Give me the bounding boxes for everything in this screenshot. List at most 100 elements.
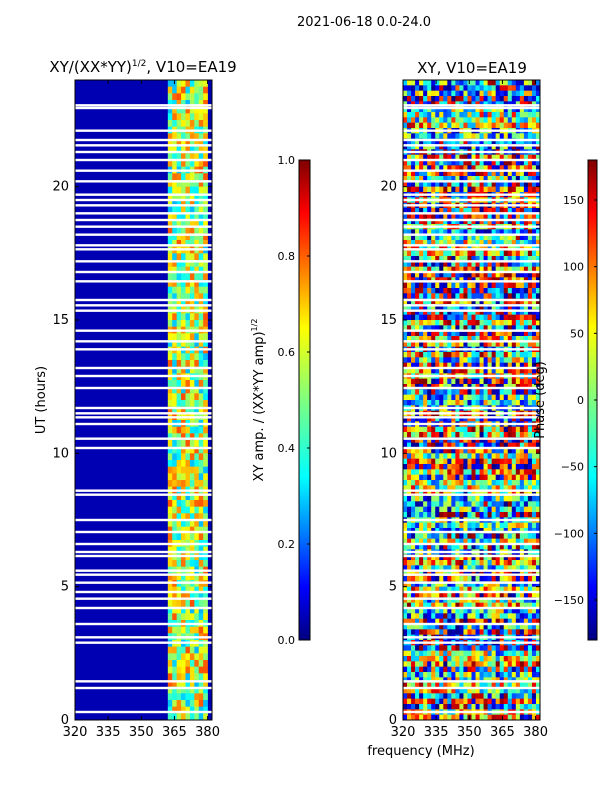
amplitude-cell bbox=[168, 380, 173, 387]
phase-cell bbox=[532, 112, 536, 118]
phase-cell bbox=[472, 379, 476, 385]
phase-cell bbox=[472, 469, 476, 475]
amplitude-cell bbox=[185, 500, 190, 507]
amplitude-cell bbox=[168, 473, 173, 480]
phase-cell bbox=[411, 656, 415, 662]
phase-cell bbox=[488, 91, 492, 97]
phase-cell bbox=[467, 469, 471, 475]
phase-cell bbox=[520, 85, 524, 91]
phase-cell bbox=[476, 80, 480, 86]
phase-cell bbox=[415, 379, 419, 385]
phase-cell bbox=[504, 693, 508, 699]
amplitude-gap-row bbox=[75, 104, 212, 106]
phase-cell bbox=[472, 395, 476, 401]
phase-cell bbox=[403, 187, 407, 193]
phase-cell bbox=[411, 395, 415, 401]
phase-cell bbox=[504, 117, 508, 123]
phase-cell bbox=[528, 91, 532, 97]
phase-cell bbox=[496, 395, 500, 401]
phase-cell bbox=[419, 395, 423, 401]
phase-cell bbox=[407, 475, 411, 481]
amplitude-cell bbox=[185, 380, 190, 387]
phase-cell bbox=[463, 512, 467, 518]
phase-cell bbox=[472, 560, 476, 566]
phase-cell bbox=[496, 464, 500, 470]
phase-cell bbox=[500, 704, 504, 710]
phase-cell bbox=[463, 629, 467, 635]
phase-cell bbox=[496, 80, 500, 86]
phase-cell bbox=[472, 112, 476, 118]
phase-cell bbox=[532, 560, 536, 566]
amplitude-cell bbox=[190, 113, 195, 120]
phase-cell bbox=[443, 480, 447, 486]
phase-cell bbox=[419, 427, 423, 433]
phase-cell bbox=[415, 629, 419, 635]
phase-cell bbox=[492, 112, 496, 118]
amplitude-cell bbox=[172, 287, 177, 294]
phase-cell bbox=[516, 123, 520, 129]
phase-cell bbox=[508, 656, 512, 662]
phase-cell bbox=[447, 523, 451, 529]
amplitude-cell bbox=[199, 507, 204, 514]
phase-cell bbox=[488, 699, 492, 705]
phase-cell bbox=[403, 496, 407, 502]
amplitude-cell bbox=[172, 507, 177, 514]
phase-cell bbox=[407, 512, 411, 518]
phase-cell bbox=[520, 315, 524, 321]
phase-cell bbox=[455, 501, 459, 507]
amplitude-gap-row bbox=[75, 573, 212, 575]
phase-cell bbox=[496, 699, 500, 705]
phase-cell bbox=[492, 357, 496, 363]
amplitude-cell bbox=[168, 600, 173, 607]
amplitude-cell bbox=[194, 173, 199, 180]
amplitude-cell bbox=[181, 120, 186, 127]
phase-cell bbox=[516, 315, 520, 321]
phase-cell bbox=[463, 400, 467, 406]
phase-cell bbox=[500, 672, 504, 678]
phase-cell bbox=[516, 475, 520, 481]
phase-cell bbox=[492, 667, 496, 673]
phase-cell bbox=[415, 464, 419, 470]
amplitude-cell bbox=[177, 600, 182, 607]
phase-cell bbox=[407, 469, 411, 475]
phase-cell bbox=[415, 389, 419, 395]
phase-cell bbox=[411, 459, 415, 465]
amplitude-cell bbox=[177, 693, 182, 700]
amplitude-cell bbox=[199, 87, 204, 94]
phase-cell bbox=[520, 645, 524, 651]
phase-cell bbox=[467, 85, 471, 91]
phase-cell bbox=[520, 480, 524, 486]
amplitude-cell bbox=[185, 533, 190, 540]
phase-cell bbox=[451, 389, 455, 395]
phase-cell bbox=[512, 293, 516, 299]
phase-cell bbox=[435, 96, 439, 102]
phase-cell bbox=[528, 133, 532, 139]
phase-cell bbox=[419, 112, 423, 118]
phase-cell bbox=[447, 123, 451, 129]
phase-cell bbox=[415, 320, 419, 326]
amplitude-gap-row bbox=[75, 591, 212, 593]
phase-cell bbox=[520, 613, 524, 619]
phase-cell bbox=[520, 389, 524, 395]
phase-cell bbox=[500, 117, 504, 123]
phase-cell bbox=[439, 464, 443, 470]
phase-cell bbox=[431, 661, 435, 667]
phase-cell bbox=[488, 667, 492, 673]
phase-cell bbox=[455, 560, 459, 566]
phase-cell bbox=[439, 560, 443, 566]
phase-cell bbox=[476, 320, 480, 326]
phase-cell bbox=[496, 704, 500, 710]
phase-cell bbox=[472, 512, 476, 518]
phase-cell bbox=[427, 656, 431, 662]
phase-cell bbox=[451, 523, 455, 529]
phase-cell bbox=[435, 315, 439, 321]
phase-cell bbox=[455, 389, 459, 395]
phase-cell bbox=[455, 672, 459, 678]
amplitude-cell bbox=[172, 313, 177, 320]
phase-cell bbox=[484, 651, 488, 657]
amplitude-gap-row bbox=[75, 212, 212, 214]
phase-cell bbox=[524, 469, 528, 475]
phase-cell bbox=[472, 475, 476, 481]
phase-cell bbox=[484, 80, 488, 86]
phase-cell bbox=[532, 501, 536, 507]
